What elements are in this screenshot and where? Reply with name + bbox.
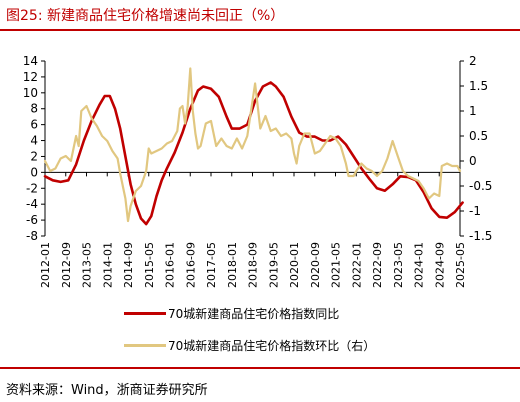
y-left-tick-label: 10 <box>23 86 38 100</box>
y-left-tick-label: 14 <box>23 54 38 68</box>
y-left-tick-label: 4 <box>30 134 38 148</box>
legend-swatch-mom <box>124 344 166 347</box>
x-tick-label: 2019-05 <box>267 242 280 288</box>
y-right-tick-label: 1.5 <box>469 79 488 93</box>
y-right-tick-label: 0 <box>469 154 477 168</box>
y-left-tick-label: 8 <box>30 102 38 116</box>
y-right-tick-label: -1 <box>469 204 481 218</box>
x-tick-label: 2024-01 <box>413 242 426 288</box>
y-left-tick-label: -4 <box>26 197 38 211</box>
x-tick-label: 2012-09 <box>60 242 73 288</box>
title-divider <box>0 29 520 31</box>
x-tick-label: 2018-01 <box>226 242 239 288</box>
source-divider <box>0 367 520 369</box>
x-tick-label: 2013-05 <box>81 242 94 288</box>
y-left-tick-label: -6 <box>26 213 38 227</box>
y-right-tick-label: -1.5 <box>469 229 492 243</box>
legend-swatch-yoy <box>124 312 166 315</box>
y-right-tick-label: 0.5 <box>469 129 488 143</box>
x-tick-label: 2015-05 <box>143 242 156 288</box>
y-left-tick-label: 0 <box>30 165 38 179</box>
x-tick-label: 2020-09 <box>309 242 322 288</box>
legend-label-yoy: 70城新建商品住宅价格指数同比 <box>168 307 340 321</box>
x-tick-label: 2014-01 <box>101 242 114 288</box>
legend-item-yoy: 70城新建商品住宅价格指数同比 <box>124 305 339 322</box>
series-line-mom <box>43 67 462 223</box>
x-tick-label: 2016-09 <box>184 242 197 288</box>
y-left-tick-label: -8 <box>26 229 38 243</box>
figure-title-text: 图25: 新建商品住宅价格增速尚未回正（%） <box>6 8 285 24</box>
x-tick-label: 2016-01 <box>164 242 177 288</box>
y-left-tick-label: 12 <box>23 70 38 84</box>
y-right-tick-label: 1 <box>469 104 477 118</box>
y-left-tick-label: 2 <box>30 149 38 163</box>
figure-title: 图25: 新建商品住宅价格增速尚未回正（%） <box>6 5 284 25</box>
x-tick-label: 2023-05 <box>392 242 405 288</box>
legend-item-mom: 70城新建商品住宅价格指数环比（右） <box>124 337 375 354</box>
x-tick-label: 2022-01 <box>350 242 363 288</box>
y-left-tick-label: 6 <box>30 118 38 132</box>
y-left-tick-label: -2 <box>26 181 38 195</box>
series-line-yoy <box>43 81 464 226</box>
x-tick-label: 2020-01 <box>288 242 301 288</box>
x-tick-label: 2012-01 <box>39 242 52 288</box>
x-tick-label: 2017-05 <box>205 242 218 288</box>
y-right-tick-label: 2 <box>469 54 477 68</box>
x-tick-label: 2022-09 <box>371 242 384 288</box>
x-tick-label: 2014-09 <box>122 242 135 288</box>
legend-label-mom: 70城新建商品住宅价格指数环比（右） <box>168 339 376 353</box>
y-right-tick-label: -0.5 <box>469 179 492 193</box>
x-tick-label: 2024-09 <box>433 242 446 288</box>
x-tick-label: 2021-05 <box>330 242 343 288</box>
source-note: 资料来源：Wind，浙商证券研究所 <box>6 383 208 398</box>
x-tick-label: 2018-09 <box>247 242 260 288</box>
x-tick-label: 2025-05 <box>454 242 467 288</box>
